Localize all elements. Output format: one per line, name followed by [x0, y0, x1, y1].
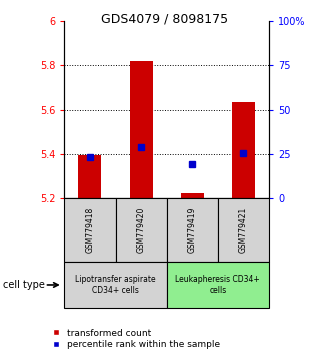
Text: GSM779421: GSM779421: [239, 207, 248, 253]
Text: Leukapheresis CD34+
cells: Leukapheresis CD34+ cells: [176, 275, 260, 295]
Bar: [232, 102, 255, 198]
Bar: [130, 61, 152, 198]
Bar: [79, 155, 101, 198]
Text: GSM779420: GSM779420: [137, 207, 146, 253]
Bar: [167, 198, 218, 262]
Bar: [64, 198, 116, 262]
Text: GDS4079 / 8098175: GDS4079 / 8098175: [101, 12, 229, 25]
Bar: [115, 198, 167, 262]
Text: GSM779419: GSM779419: [188, 207, 197, 253]
Bar: [64, 262, 167, 308]
Text: GSM779418: GSM779418: [85, 207, 94, 253]
Text: cell type: cell type: [3, 280, 45, 290]
Legend: transformed count, percentile rank within the sample: transformed count, percentile rank withi…: [52, 329, 220, 349]
Bar: [167, 262, 269, 308]
Text: Lipotransfer aspirate
CD34+ cells: Lipotransfer aspirate CD34+ cells: [75, 275, 156, 295]
Bar: [181, 193, 204, 198]
Bar: [218, 198, 269, 262]
